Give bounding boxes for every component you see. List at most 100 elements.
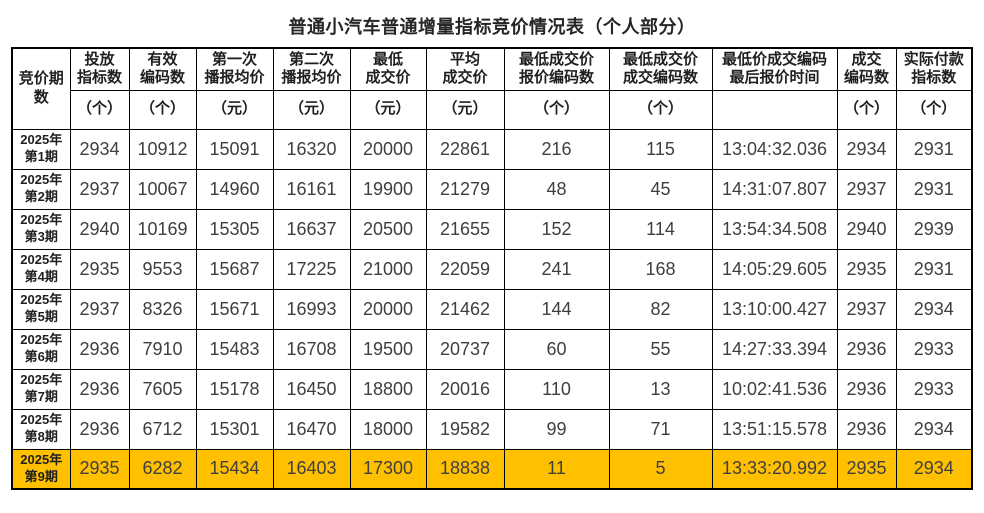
table-row: 2025年 第8期 2936 6712 15301 16470 18000 19582 99 71… [11,408,973,450]
period-cell: 2025年 第1期 [11,128,71,170]
column-unit [711,89,838,130]
data-cell: 15434 [195,448,274,490]
data-cell: 216 [503,128,610,170]
data-cell: 6712 [128,408,197,450]
data-cell: 2937 [836,168,897,210]
data-cell: 115 [608,128,713,170]
page-title: 普通小汽车普通增量指标竞价情况表（个人部分） [288,17,696,37]
column-header: 有效 编码数 [128,47,197,91]
data-cell: 144 [503,288,610,330]
data-cell: 19582 [425,408,505,450]
data-cell: 19900 [349,168,427,210]
period-cell: 2025年 第6期 [11,328,71,370]
column-unit: （元） [349,89,427,130]
data-cell: 48 [503,168,610,210]
data-cell: 45 [608,168,713,210]
data-cell: 18838 [425,448,505,490]
data-cell: 17300 [349,448,427,490]
data-cell: 2937 [836,288,897,330]
data-cell: 114 [608,208,713,250]
data-cell: 2934 [895,448,973,490]
data-cell: 13:54:34.508 [711,208,838,250]
data-cell: 17225 [272,248,351,290]
header-row-names: 竞价期数投放 指标数 有效 编码数 第一次 播报均价 第二次 播报均价 最低 成交价 平均 成交价 最低… [11,47,973,130]
column-header: 第一次 播报均价 [195,47,274,91]
data-cell: 10067 [128,168,197,210]
table-row: 2025年 第6期 2936 7910 15483 16708 19500 20737 60 55… [11,328,973,370]
data-cell: 21279 [425,168,505,210]
table-row: 2025年 第3期 2940 10169 15305 16637 20500 21655 152… [11,208,973,250]
table-row: 2025年 第7期 2936 7605 15178 16450 18800 20016 110 1… [11,368,973,410]
column-unit: （个） [69,89,130,130]
data-cell: 21000 [349,248,427,290]
data-cell: 2936 [69,328,130,370]
table-body: 2025年 第1期 2934 10912 15091 16320 20000 22861 216… [11,128,973,490]
data-cell: 22059 [425,248,505,290]
period-cell: 2025年 第4期 [11,248,71,290]
data-cell: 8326 [128,288,197,330]
header-row-units: （个） （个） （元） （元） （元） （元） （个） （个） （个） （个） [12,89,973,130]
data-cell: 99 [503,408,610,450]
data-cell: 13:33:20.992 [711,448,838,490]
column-header: 最低成交价 成交编码数 [608,47,713,91]
data-cell: 16993 [272,288,351,330]
data-cell: 16708 [272,328,351,370]
data-cell: 60 [503,328,610,370]
data-cell: 2935 [69,248,130,290]
table-header: 竞价期数投放 指标数 有效 编码数 第一次 播报均价 第二次 播报均价 最低 成交价 平均 成交价 最低… [11,47,973,130]
data-cell: 10169 [128,208,197,250]
period-cell: 2025年 第2期 [11,168,71,210]
data-cell: 2937 [69,288,130,330]
table-row: 2025年 第4期 2935 9553 15687 17225 21000 22059 241 1… [11,248,973,290]
data-cell: 2933 [895,368,973,410]
column-header: 实际付款 指标数 [895,47,973,91]
data-cell: 18000 [349,408,427,450]
data-cell: 241 [503,248,610,290]
data-cell: 15671 [195,288,274,330]
table-row: 2025年 第5期 2937 8326 15671 16993 20000 21462 144 8… [11,288,973,330]
data-cell: 2939 [895,208,973,250]
data-cell: 16161 [272,168,351,210]
column-unit: （个） [895,89,973,130]
data-cell: 14:05:29.605 [711,248,838,290]
data-cell: 16637 [272,208,351,250]
data-cell: 15178 [195,368,274,410]
table-row: 2025年 第1期 2934 10912 15091 16320 20000 22861 216… [11,128,973,170]
data-cell: 110 [503,368,610,410]
data-cell: 14:27:33.394 [711,328,838,370]
data-cell: 2934 [895,288,973,330]
data-cell: 2935 [69,448,130,490]
data-cell: 14:31:07.807 [711,168,838,210]
data-cell: 16320 [272,128,351,170]
data-cell: 2940 [69,208,130,250]
data-cell: 71 [608,408,713,450]
data-cell: 2935 [836,248,897,290]
column-unit: （个） [128,89,197,130]
column-header: 平均 成交价 [425,47,505,91]
data-cell: 15687 [195,248,274,290]
data-cell: 16450 [272,368,351,410]
period-cell: 2025年 第3期 [11,208,71,250]
data-cell: 10912 [128,128,197,170]
column-unit: （个） [836,89,897,130]
data-cell: 2934 [836,128,897,170]
data-cell: 13:51:15.578 [711,408,838,450]
data-cell: 7605 [128,368,197,410]
column-unit: （个） [503,89,610,130]
data-cell: 2931 [895,168,973,210]
data-cell: 15305 [195,208,274,250]
bidding-table: 竞价期数投放 指标数 有效 编码数 第一次 播报均价 第二次 播报均价 最低 成交价 平均 成交价 最低… [11,47,973,490]
data-cell: 21462 [425,288,505,330]
column-header-period: 竞价期数 [11,47,71,130]
data-cell: 13:10:00.427 [711,288,838,330]
data-cell: 152 [503,208,610,250]
data-cell: 20000 [349,288,427,330]
data-cell: 9553 [128,248,197,290]
table-row: 2025年 第9期 2935 6282 15434 16403 17300 18838 11 5 1… [11,448,973,490]
data-cell: 22861 [425,128,505,170]
data-cell: 2937 [69,168,130,210]
data-cell: 7910 [128,328,197,370]
data-cell: 2934 [895,408,973,450]
data-cell: 19500 [349,328,427,370]
